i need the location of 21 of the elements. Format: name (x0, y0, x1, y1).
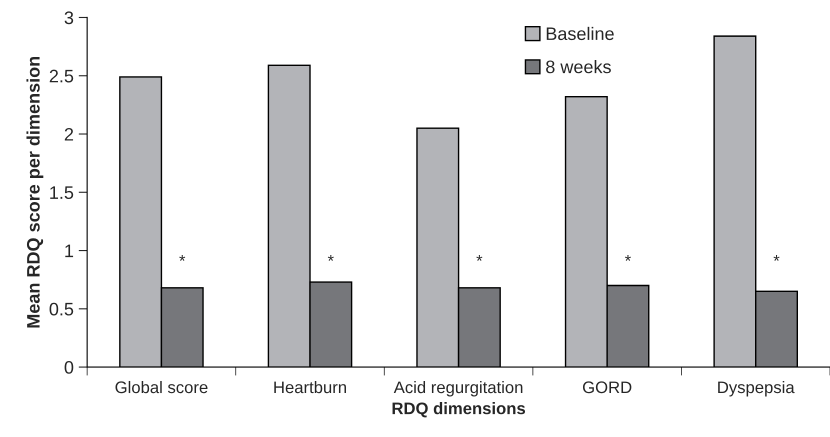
y-tick-label: 1.5 (50, 186, 74, 199)
y-tick-label: 1 (65, 244, 74, 258)
x-axis-title: RDQ dimensions (392, 402, 526, 418)
y-tick-label: 2 (64, 128, 74, 141)
y-axis-title: Mean RDQ score per dimension (26, 56, 44, 328)
y-tick-label: 2.5 (50, 70, 74, 82)
annotation: * (476, 255, 482, 261)
x-tick-label: Heartburn (274, 380, 346, 394)
x-tick-label: Dyspepsia (718, 380, 795, 397)
x-tick-label: GORD (582, 381, 632, 394)
legend-label: Baseline (546, 26, 614, 40)
annotation: * (774, 255, 780, 261)
legend-label: 8 weeks (546, 60, 611, 74)
y-tick-label: 0.5 (50, 302, 74, 316)
annotation: * (624, 255, 631, 261)
y-tick-label: 0 (64, 361, 74, 374)
x-tick-label: Global score (115, 380, 208, 394)
annotation: * (328, 255, 334, 261)
y-tick-label: 3 (64, 11, 74, 24)
x-tick-label: Acid regurgitation (394, 380, 522, 397)
annotation: * (179, 255, 186, 261)
